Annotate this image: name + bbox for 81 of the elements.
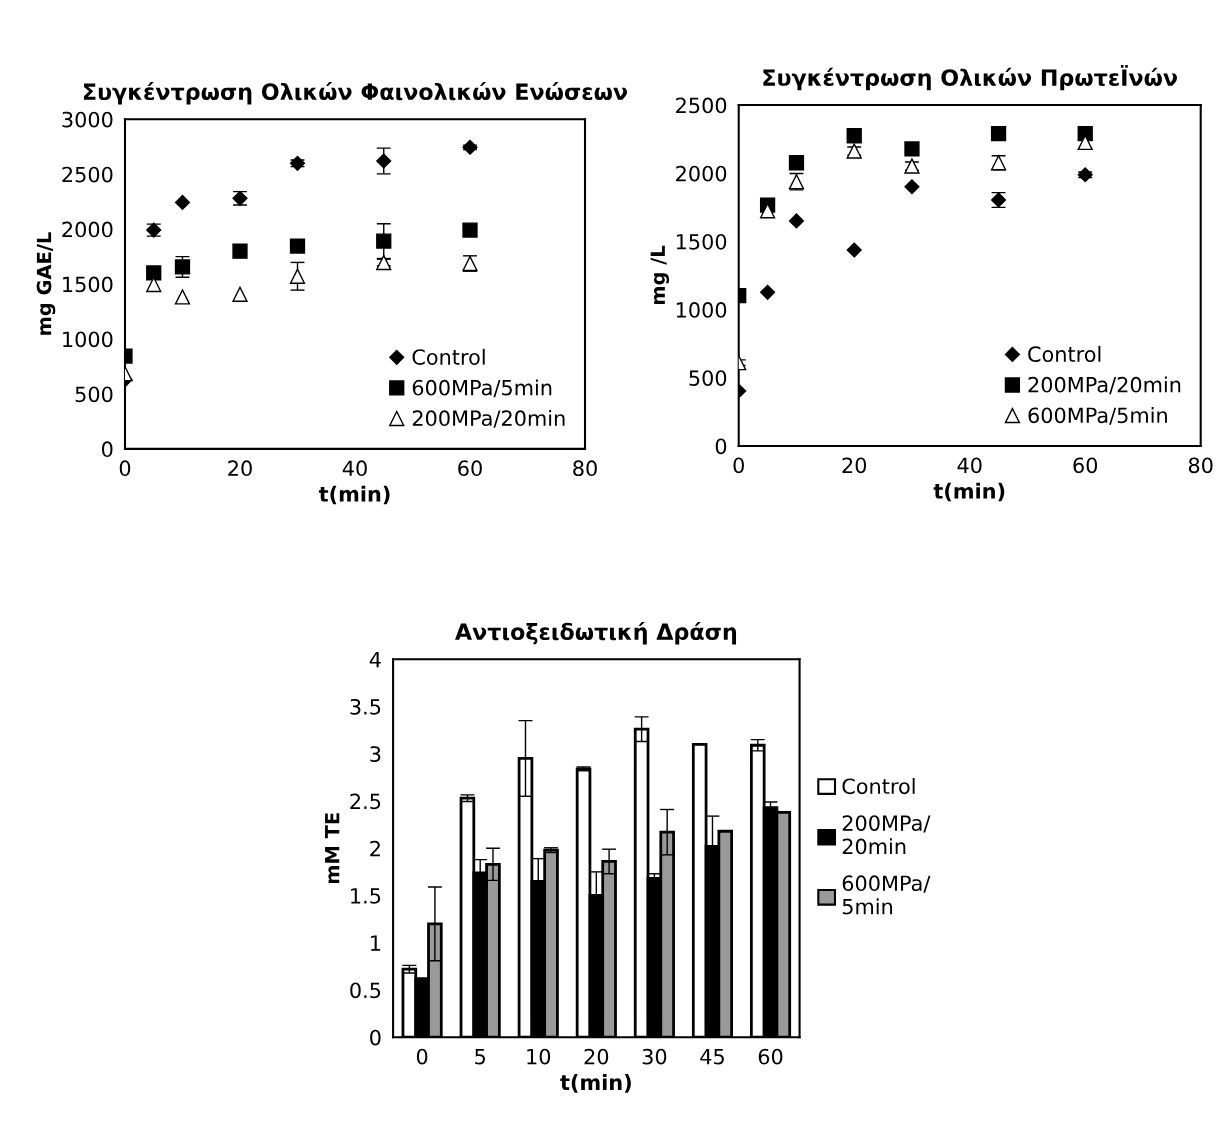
y-tick-label: 3000 <box>62 111 113 128</box>
x-axis-title: t(min) <box>560 1074 631 1093</box>
chart-title: Αντιοξειδωτική Δράση <box>455 622 737 645</box>
x-tick-label: 30 <box>642 1048 667 1065</box>
point <box>904 141 920 157</box>
y-tick-label: 1000 <box>63 331 113 348</box>
point <box>289 268 306 284</box>
y-tick-label: 0 <box>715 438 727 455</box>
legend-label: Control <box>1028 345 1101 362</box>
legend-label: 600MPa/5min <box>412 379 552 398</box>
x-tick-label: 0 <box>119 460 131 477</box>
point <box>289 155 306 171</box>
point <box>904 179 920 195</box>
y-tick-label: 3.5 <box>350 698 381 715</box>
y-tick-label: 2000 <box>62 221 113 238</box>
x-tick-label: 60 <box>1073 457 1098 474</box>
point <box>846 242 862 258</box>
point <box>289 238 306 254</box>
point <box>232 286 248 302</box>
legend-label: Control <box>842 778 915 795</box>
y-tick-label: 500 <box>75 386 113 403</box>
y-tick-label: 1 <box>371 935 381 951</box>
y-tick-label: 0 <box>370 1029 381 1046</box>
chart-title: Συγκέντρωση Ολικών Φαινολικών Ενώσεων <box>83 82 628 105</box>
x-tick-label: 60 <box>758 1048 783 1065</box>
y-axis-title: mM TE <box>325 813 340 884</box>
x-tick-label: 20 <box>584 1048 609 1065</box>
point <box>376 233 392 249</box>
x-tick-label: 5 <box>475 1049 485 1065</box>
point <box>990 126 1007 142</box>
point <box>146 265 162 281</box>
x-tick-label: 80 <box>573 460 597 477</box>
y-tick-label: 0.5 <box>350 982 381 999</box>
y-tick-label: 1500 <box>676 233 727 250</box>
y-tick-label: 1000 <box>676 302 727 318</box>
point <box>174 259 191 275</box>
x-tick-label: 20 <box>228 460 252 477</box>
chart-title: Συγκέντρωση Ολικών ΠρωτεΪνών <box>763 65 1178 91</box>
x-tick-label: 40 <box>342 460 367 477</box>
y-tick-label: 2000 <box>676 165 727 182</box>
y-tick-label: 0 <box>101 441 113 458</box>
y-tick-label: 1500 <box>63 276 113 293</box>
y-tick-label: 4 <box>369 651 381 668</box>
y-tick-label: 1.5 <box>351 888 381 904</box>
x-tick-label: 0 <box>416 1048 428 1065</box>
y-tick-label: 500 <box>689 370 727 386</box>
x-axis-title: t(min) <box>933 482 1005 502</box>
x-tick-label: 60 <box>458 460 482 477</box>
y-tick-label: 2500 <box>676 97 727 114</box>
y-axis-title: mg /L <box>650 245 670 305</box>
y-tick-label: 2500 <box>62 166 113 183</box>
point <box>174 194 191 210</box>
x-tick-label: 40 <box>957 457 982 474</box>
x-axis-title: t(min) <box>318 485 390 505</box>
y-tick-label: 2.5 <box>350 793 381 810</box>
legend-label: 200MPa/ 20min <box>842 815 931 855</box>
x-tick-label: 10 <box>527 1048 551 1065</box>
point <box>232 243 248 259</box>
point <box>174 289 191 305</box>
point <box>846 128 862 144</box>
point <box>759 203 776 219</box>
legend-label: Control <box>412 348 485 365</box>
point <box>462 222 478 238</box>
x-tick-label: 0 <box>733 457 744 474</box>
x-tick-label: 45 <box>700 1049 724 1065</box>
x-tick-label: 20 <box>842 457 867 474</box>
legend-label: 200MPa/20min <box>1028 376 1181 395</box>
legend-label: 600MPa/ 5min <box>842 875 931 915</box>
point <box>462 139 478 155</box>
legend-label: 600MPa/5min <box>1028 407 1167 425</box>
point <box>376 254 392 271</box>
point <box>788 155 805 171</box>
legend-label: 200MPa/20min <box>412 409 565 428</box>
point <box>788 213 805 229</box>
y-tick-label: 3 <box>370 746 381 762</box>
y-axis-title: mg GAE/L <box>36 232 56 335</box>
point <box>376 153 392 169</box>
point <box>1077 167 1093 183</box>
x-tick-label: 80 <box>1188 457 1213 474</box>
point <box>760 284 776 300</box>
y-tick-label: 2 <box>370 840 380 857</box>
